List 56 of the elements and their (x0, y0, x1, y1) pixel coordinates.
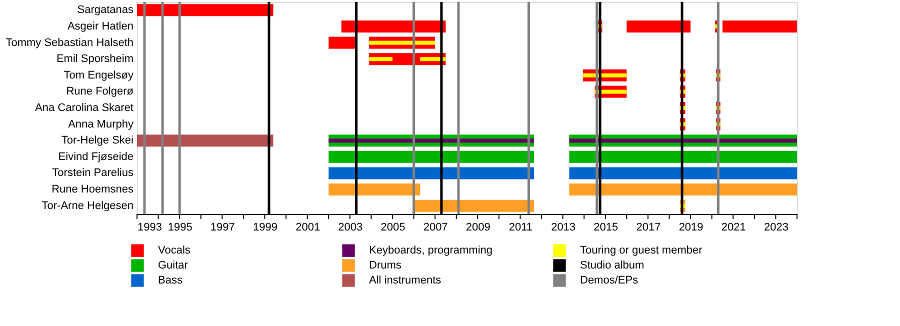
bar (137, 4, 274, 16)
x-tick-label: 2009 (466, 222, 490, 234)
bar (412, 200, 534, 212)
bar (328, 150, 534, 163)
bar (369, 57, 392, 62)
y-tick-label: Eivind Fjøseide (58, 150, 134, 163)
bar (328, 167, 534, 180)
y-tick-label: Tommy Sebastian Halseth (6, 36, 134, 49)
bar (569, 150, 797, 163)
y-tick-label: Anna Murphy (68, 118, 134, 130)
legend-label: Keyboards, programming (369, 244, 493, 257)
x-tick-label: 1995 (168, 222, 192, 234)
y-tick-label: Torstein Parelius (52, 167, 134, 180)
bar (328, 36, 356, 49)
y-tick-label: Tor-Arne Helgesen (42, 200, 134, 212)
x-tick-label: 2007 (423, 222, 448, 234)
legend-label: Bass (158, 274, 183, 286)
x-tick-label: 2019 (678, 222, 704, 234)
x-tick-label: 2005 (380, 222, 406, 234)
bar (626, 20, 691, 32)
bar (569, 138, 797, 143)
y-tick-label: Emil Sporsheim (56, 53, 134, 66)
legend-label: Studio album (580, 260, 644, 272)
x-tick-label: 2017 (636, 222, 661, 234)
y-tick-label: Sargatanas (77, 4, 134, 16)
y-tick-label: Ana Carolina Skaret (35, 102, 134, 114)
y-tick-label: Asgeir Hatlen (67, 20, 134, 32)
bar (369, 40, 436, 45)
x-tick-label: 1997 (210, 222, 235, 234)
bar (722, 20, 797, 32)
y-tick-label: Rune Folgerø (66, 86, 134, 98)
x-tick-label: 2003 (338, 222, 363, 234)
legend-label: Guitar (158, 260, 188, 272)
legend-label: Vocals (158, 244, 191, 257)
x-tick-label: 2015 (594, 222, 618, 234)
bar (569, 184, 797, 196)
legend-label: Drums (369, 260, 402, 272)
bar (420, 57, 446, 62)
bar (328, 184, 420, 196)
x-tick-label: 2021 (721, 222, 746, 234)
bar (569, 167, 797, 180)
x-tick-label: 2023 (764, 222, 788, 234)
bar (328, 138, 534, 143)
x-tick-label: 2001 (296, 222, 320, 234)
x-tick-label: 2013 (551, 222, 576, 234)
bar (341, 20, 446, 32)
y-tick-label: Tom Engelsøy (64, 69, 134, 82)
x-tick-label: 2011 (508, 222, 533, 234)
y-tick-label: Rune Hoemsnes (52, 184, 134, 196)
bar (137, 134, 274, 147)
legend-label: All instruments (369, 274, 442, 286)
legend-label: Demos/EPs (580, 274, 639, 286)
y-tick-label: Tor-Helge Skei (61, 134, 134, 147)
legend-label: Touring or guest member (580, 244, 703, 257)
x-tick-label: 1999 (253, 222, 278, 234)
x-tick-label: 1993 (138, 222, 162, 234)
